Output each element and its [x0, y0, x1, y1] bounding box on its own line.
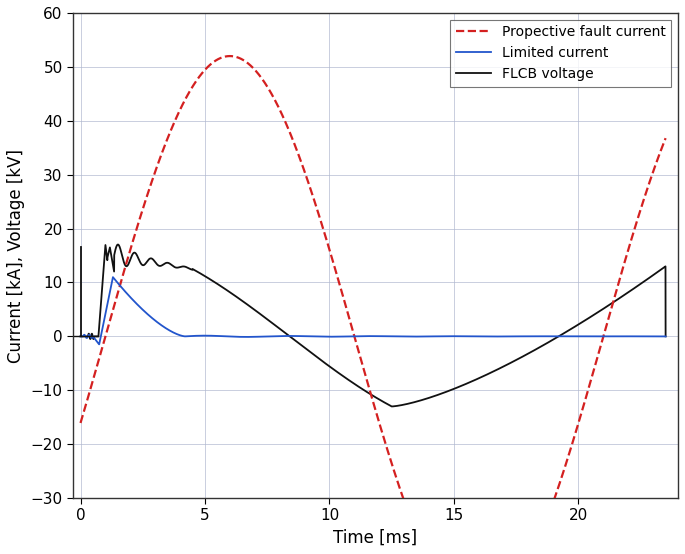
Propective fault current: [183, 93, 191, 100]
FLCB voltage: [427, 394, 436, 401]
Limited current: [558, 333, 566, 340]
Limited current: [109, 274, 117, 280]
Legend: Propective fault current, Limited current, FLCB voltage: Propective fault current, Limited curren…: [450, 20, 671, 87]
X-axis label: Time [ms]: Time [ms]: [334, 529, 418, 547]
Line: Propective fault current: Propective fault current: [81, 56, 666, 554]
FLCB voltage: [457, 383, 465, 389]
Limited current: [300, 333, 308, 340]
FLCB voltage: [662, 333, 670, 340]
Limited current: [183, 333, 191, 340]
Line: FLCB voltage: FLCB voltage: [81, 244, 666, 407]
Y-axis label: Current [kA], Voltage [kV]: Current [kA], Voltage [kV]: [7, 148, 25, 362]
FLCB voltage: [388, 403, 396, 410]
FLCB voltage: [558, 331, 566, 338]
Limited current: [513, 333, 521, 340]
Propective fault current: [662, 135, 670, 141]
Propective fault current: [226, 53, 234, 59]
FLCB voltage: [513, 356, 521, 363]
Propective fault current: [77, 420, 85, 427]
Limited current: [457, 333, 465, 340]
Line: Limited current: Limited current: [81, 277, 666, 345]
FLCB voltage: [183, 264, 191, 271]
Propective fault current: [558, 474, 566, 480]
Limited current: [77, 333, 85, 340]
FLCB voltage: [114, 241, 122, 248]
Limited current: [427, 333, 436, 340]
Limited current: [95, 341, 103, 348]
Limited current: [662, 333, 670, 340]
FLCB voltage: [300, 344, 308, 351]
Propective fault current: [300, 167, 308, 174]
FLCB voltage: [77, 333, 85, 340]
